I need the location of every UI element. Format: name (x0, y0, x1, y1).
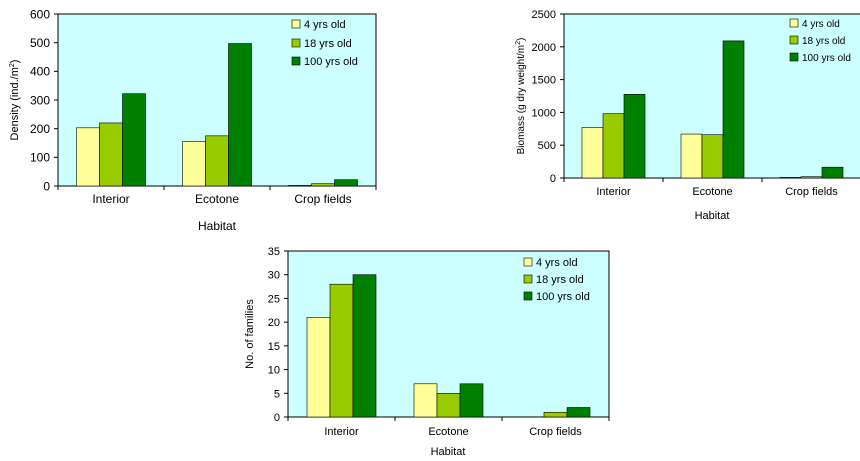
density-bar-0-0 (76, 127, 100, 187)
biomass-legend-swatch-1 (789, 35, 799, 45)
biomass-legend-label-0: 4 yrs old (802, 19, 840, 30)
families-bar-1-2 (543, 411, 568, 418)
families-y-tick-label-6: 30 (268, 270, 280, 282)
families-bar-2-1 (459, 383, 484, 418)
biomass-legend-label-1: 18 yrs old (802, 36, 845, 47)
biomass-y-tick-label-1: 500 (538, 140, 556, 152)
families-y-tick-label-5: 25 (268, 293, 280, 305)
biomass-legend-label-2: 100 yrs old (802, 53, 851, 64)
density-bar-2-1 (228, 43, 252, 187)
density-y-tick-label-4: 400 (30, 65, 50, 79)
density-marks: Interior Ecotone Crop fields 0 100 200 300 400 5… (30, 7, 377, 206)
biomass-bar-0-2 (779, 177, 802, 179)
families-legend-swatch-2 (523, 291, 533, 301)
families-category-label-1: Ecotone (428, 426, 468, 438)
biomass-bar-1-2 (800, 176, 823, 179)
density-category-label-0: Interior (92, 192, 129, 206)
density-y-tick-label-6: 600 (30, 7, 50, 21)
density-category-label-2: Crop fields (294, 192, 351, 206)
biomass-category-label-2: Crop fields (785, 186, 838, 198)
density-legend-swatch-1 (291, 38, 301, 48)
biomass-y-axis-title: Biomass (g dry weight/m2) (515, 38, 527, 155)
families-category-label-2: Crop fields (529, 426, 582, 438)
density-y-tick-label-2: 200 (30, 122, 50, 136)
biomass-legend-swatch-0 (789, 18, 799, 28)
density-bar-0-2 (288, 185, 312, 187)
density-legend-label-0: 4 yrs old (304, 19, 346, 31)
biomass-bar-1-1 (701, 134, 724, 179)
families-bar-1-0 (329, 283, 354, 418)
families-bar-2-0 (352, 274, 377, 418)
density-bar-0-1 (182, 141, 206, 187)
biomass-x-axis-title: Habitat (695, 210, 730, 222)
families-y-tick-label-0: 0 (274, 412, 280, 424)
families-bar-0-1 (413, 383, 438, 418)
biomass-y-tick-label-3: 1500 (532, 75, 556, 87)
density-bar-2-2 (334, 179, 358, 187)
density-legend-swatch-2 (291, 56, 301, 66)
density-y-tick-label-5: 500 (30, 36, 50, 50)
density-y-tick-label-0: 0 (43, 179, 50, 193)
biomass-bar-2-2 (821, 166, 844, 179)
density-y-tick-label-3: 300 (30, 93, 50, 107)
density-y-tick-label-1: 100 (30, 151, 50, 165)
families-bar-0-0 (306, 317, 331, 418)
families-legend-label-1: 18 yrs old (536, 274, 584, 286)
families-marks: Interior Ecotone Crop fields 0 5 10 15 20 25 30 35 (268, 246, 610, 438)
families-y-axis-title: No. of families (244, 299, 256, 369)
density-legend-label-1: 18 yrs old (304, 38, 352, 50)
biomass-y-tick-label-5: 2500 (532, 9, 556, 21)
density-bar-1-2 (311, 183, 335, 187)
families-category-label-0: Interior (324, 426, 359, 438)
biomass-y-tick-label-4: 2000 (532, 42, 556, 54)
families-legend-swatch-0 (523, 257, 533, 267)
biomass-bar-2-1 (722, 40, 745, 179)
biomass-y-tick-label-0: 0 (550, 173, 556, 185)
density-category-label-1: Ecotone (195, 192, 239, 206)
density-bar-1-0 (99, 122, 123, 187)
families-y-tick-label-4: 20 (268, 317, 280, 329)
families-bar-2-2 (566, 407, 591, 418)
density-legend-swatch-0 (291, 19, 301, 29)
biomass-bar-0-0 (581, 127, 604, 179)
biomass-category-label-1: Ecotone (692, 186, 732, 198)
families-legend-label-0: 4 yrs old (536, 257, 578, 269)
families-y-tick-label-2: 10 (268, 365, 280, 377)
families-bar-1-1 (436, 392, 461, 418)
families-y-tick-label-3: 15 (268, 341, 280, 353)
density-bar-1-1 (205, 135, 229, 187)
biomass-category-label-0: Interior (596, 186, 631, 198)
density-legend-label-2: 100 yrs old (304, 56, 358, 68)
families-legend-swatch-1 (523, 274, 533, 284)
families-x-axis-title: Habitat (431, 446, 466, 458)
families-y-tick-label-7: 35 (268, 246, 280, 258)
biomass-bar-2-0 (623, 94, 646, 179)
biomass-bar-1-0 (602, 113, 625, 179)
families-y-tick-label-1: 5 (274, 388, 280, 400)
families-legend: 4 yrs old 18 yrs old 100 yrs old (523, 257, 590, 303)
biomass-legend: 4 yrs old 18 yrs old 100 yrs old (789, 18, 851, 64)
biomass-y-tick-label-2: 1000 (532, 107, 556, 119)
biomass-legend-swatch-2 (789, 52, 799, 62)
biomass-bar-0-1 (680, 133, 703, 179)
density-bar-2-0 (122, 93, 146, 187)
density-legend: 4 yrs old 18 yrs old 100 yrs old (291, 19, 358, 68)
density-y-axis-title: Density (ind./m2) (9, 60, 21, 141)
families-legend-label-2: 100 yrs old (536, 291, 590, 303)
biomass-marks: Interior Ecotone Crop fields 0 500 1000 1500 20… (532, 9, 844, 198)
density-x-axis-title: Habitat (198, 219, 237, 233)
